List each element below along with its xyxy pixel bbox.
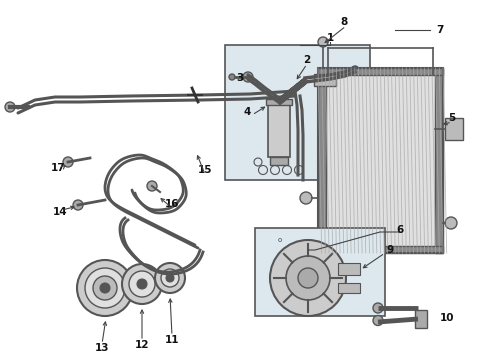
Circle shape	[77, 260, 133, 316]
Bar	[435, 68, 443, 253]
Text: 7: 7	[436, 25, 443, 35]
Circle shape	[270, 240, 346, 316]
Circle shape	[298, 268, 318, 288]
Bar	[445, 118, 463, 140]
Text: 12: 12	[135, 340, 149, 350]
Circle shape	[373, 303, 383, 313]
Bar	[318, 68, 443, 75]
Text: 13: 13	[95, 343, 109, 353]
Circle shape	[229, 74, 235, 80]
Text: 4: 4	[244, 107, 251, 117]
Text: o: o	[278, 237, 282, 243]
Text: 11: 11	[165, 335, 179, 345]
Bar	[270, 157, 288, 165]
Circle shape	[100, 283, 110, 293]
Bar	[225, 45, 370, 180]
Bar	[415, 310, 427, 328]
Circle shape	[161, 269, 179, 287]
Circle shape	[351, 66, 359, 74]
Circle shape	[373, 315, 383, 325]
Text: 10: 10	[440, 313, 454, 323]
Circle shape	[351, 70, 359, 78]
Text: 8: 8	[341, 17, 347, 27]
Bar	[338, 263, 360, 275]
Text: 15: 15	[198, 165, 212, 175]
Circle shape	[445, 217, 457, 229]
Text: 2: 2	[303, 55, 311, 65]
Bar	[266, 99, 292, 105]
Circle shape	[93, 276, 117, 300]
Circle shape	[63, 157, 73, 167]
Text: 3: 3	[236, 73, 244, 83]
Text: 16: 16	[165, 199, 179, 209]
Text: 9: 9	[387, 245, 393, 255]
Bar	[318, 68, 326, 253]
Bar	[338, 283, 360, 293]
Bar	[318, 246, 443, 253]
Circle shape	[166, 274, 174, 282]
Bar	[314, 74, 336, 86]
Circle shape	[286, 256, 330, 300]
Circle shape	[5, 102, 15, 112]
Bar	[268, 105, 290, 157]
Circle shape	[129, 271, 155, 297]
Circle shape	[300, 192, 312, 204]
Circle shape	[73, 200, 83, 210]
Bar	[318, 68, 443, 253]
Circle shape	[122, 264, 162, 304]
Circle shape	[318, 37, 328, 47]
Circle shape	[137, 279, 147, 289]
Text: 1: 1	[326, 33, 334, 43]
Circle shape	[85, 268, 125, 308]
Text: 6: 6	[396, 225, 404, 235]
Circle shape	[155, 263, 185, 293]
Text: 5: 5	[448, 113, 456, 123]
Text: 14: 14	[53, 207, 67, 217]
Text: 17: 17	[50, 163, 65, 173]
Circle shape	[243, 72, 253, 82]
Bar	[318, 68, 443, 253]
Circle shape	[147, 181, 157, 191]
Bar	[255, 228, 385, 316]
